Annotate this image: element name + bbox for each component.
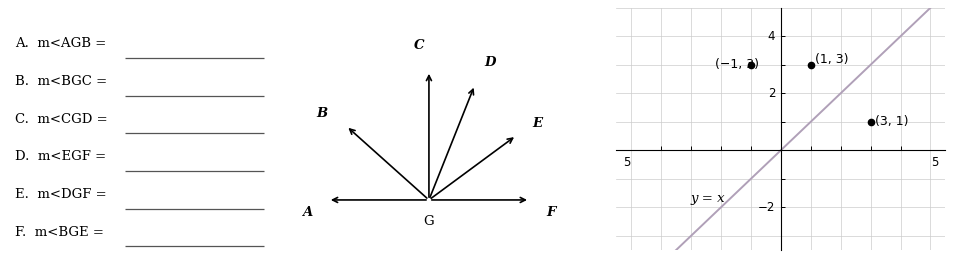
Text: 5: 5 bbox=[931, 156, 939, 168]
Text: G: G bbox=[424, 215, 435, 228]
Text: C: C bbox=[414, 39, 424, 52]
Text: F.  m<BGE =: F. m<BGE = bbox=[15, 226, 104, 239]
Text: D: D bbox=[485, 57, 497, 69]
Text: 2: 2 bbox=[768, 87, 775, 100]
Text: y = x: y = x bbox=[690, 192, 726, 205]
Text: B.  m<BGC =: B. m<BGC = bbox=[15, 75, 107, 88]
Text: (−1, 3): (−1, 3) bbox=[714, 58, 759, 71]
Text: (1, 3): (1, 3) bbox=[816, 53, 849, 66]
Text: E.  m<DGF =: E. m<DGF = bbox=[15, 188, 107, 201]
Text: E: E bbox=[533, 117, 542, 130]
Text: (3, 1): (3, 1) bbox=[875, 115, 908, 128]
Text: 4: 4 bbox=[768, 30, 775, 43]
Text: B: B bbox=[316, 107, 327, 120]
Text: A.  m<AGB =: A. m<AGB = bbox=[15, 37, 106, 50]
Text: D.  m<EGF =: D. m<EGF = bbox=[15, 150, 106, 163]
Text: C.  m<CGD =: C. m<CGD = bbox=[15, 113, 108, 126]
Text: −2: −2 bbox=[758, 201, 775, 214]
Text: 5: 5 bbox=[623, 156, 630, 168]
Text: A: A bbox=[302, 206, 312, 219]
Text: F: F bbox=[546, 206, 556, 219]
